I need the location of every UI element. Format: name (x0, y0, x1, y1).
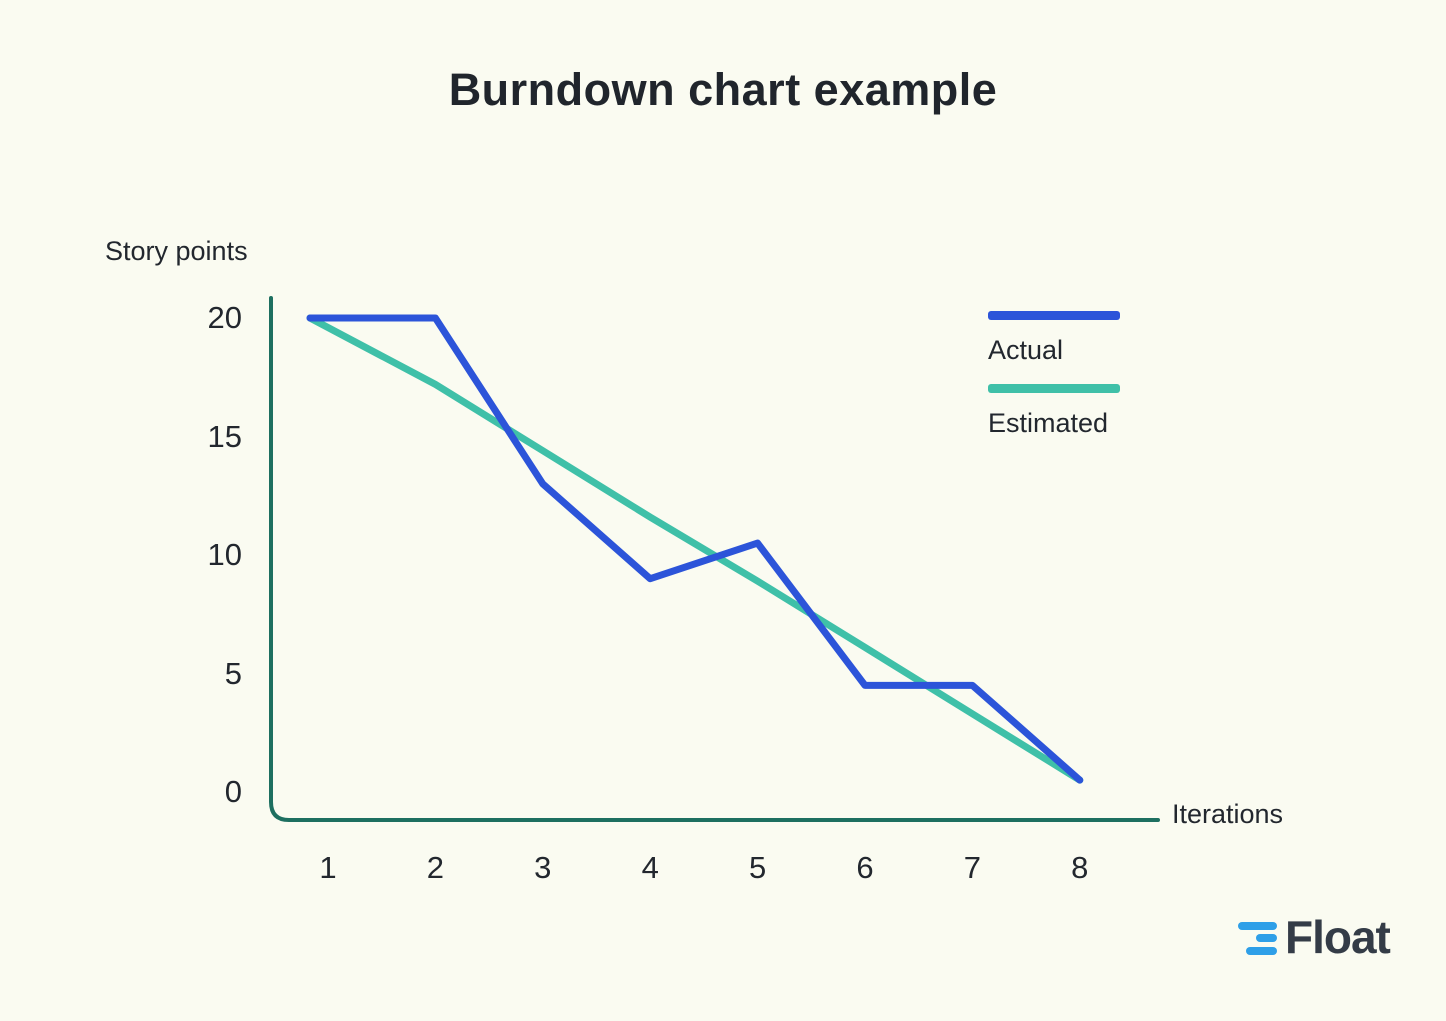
float-logo-icon (1237, 912, 1277, 962)
x-tick-label-8: 8 (1071, 850, 1089, 885)
y-tick-label-5: 5 (224, 655, 242, 691)
y-axis-title: Story points (105, 236, 248, 266)
logo-bar-top (1238, 922, 1277, 930)
float-logo: Float (1237, 911, 1391, 963)
x-tick-label-2: 2 (426, 850, 445, 885)
logo-bar-middle (1256, 934, 1277, 942)
legend: Actual Estimated (988, 311, 1208, 457)
y-tick-label-0: 0 (224, 774, 242, 809)
y-tick-label-15: 15 (207, 418, 242, 454)
logo-bar-bottom (1246, 947, 1277, 955)
series-line-actual (306, 314, 1084, 784)
y-tick-label-20: 20 (207, 300, 242, 335)
x-tick-label-3: 3 (534, 850, 552, 885)
y-tick-label-10: 10 (207, 537, 242, 572)
x-tick-label-7: 7 (963, 850, 982, 885)
series-line-estimated (306, 314, 1084, 784)
axes-lines (269, 296, 1160, 822)
legend-swatch-estimated (988, 384, 1120, 393)
legend-swatch-actual (988, 311, 1120, 320)
x-tick-label-4: 4 (641, 850, 659, 885)
float-logo-text: Float (1285, 911, 1391, 963)
x-tick-label-1: 1 (319, 850, 337, 885)
x-tick-label-6: 6 (856, 850, 874, 885)
legend-label-actual: Actual (988, 335, 1064, 365)
legend-item-actual: Actual (988, 311, 1208, 367)
x-tick-label-5: 5 (748, 850, 767, 885)
chart-title: Burndown chart example (448, 64, 998, 115)
legend-label-estimated: Estimated (988, 408, 1109, 438)
legend-item-estimated: Estimated (988, 384, 1208, 440)
x-axis-title: Iterations (1172, 799, 1284, 829)
